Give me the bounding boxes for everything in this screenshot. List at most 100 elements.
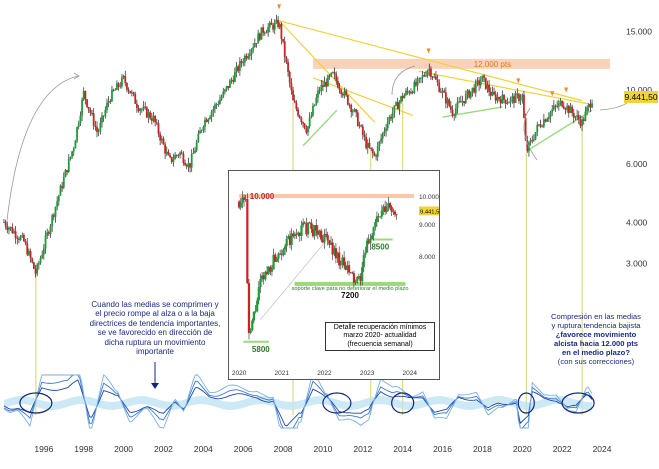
- x-axis-label: 2002: [154, 444, 173, 454]
- candle-body: [406, 90, 409, 92]
- candle-body: [273, 22, 276, 30]
- inset-candle: [388, 201, 392, 210]
- detail-note-line: Detalle recuperación mínimos: [333, 324, 427, 331]
- inset-candle-body: [313, 225, 316, 237]
- candle: [453, 113, 456, 121]
- candle: [388, 115, 391, 125]
- candle-body: [235, 66, 238, 72]
- candle-body: [46, 232, 49, 236]
- inset-candle-body: [283, 246, 287, 250]
- candle: [224, 88, 226, 95]
- candle: [557, 99, 560, 111]
- candle: [390, 113, 392, 121]
- candle: [523, 90, 525, 119]
- candle-body: [149, 112, 152, 119]
- candle-body: [313, 104, 316, 106]
- compression-circle: [322, 392, 352, 414]
- candle: [268, 20, 271, 33]
- candle: [4, 219, 7, 230]
- candle: [215, 102, 218, 109]
- candle-body: [355, 109, 358, 113]
- candle-body: [238, 61, 241, 71]
- inset-candle: [290, 228, 293, 251]
- candle: [152, 111, 155, 123]
- candle: [240, 58, 243, 68]
- candle-body: [582, 119, 585, 121]
- inset-candle: [344, 261, 347, 271]
- candle-body: [42, 248, 45, 255]
- candle: [66, 169, 69, 176]
- candle-body: [76, 126, 78, 141]
- inset-candle: [377, 213, 380, 223]
- x-axis-label: 2024: [593, 444, 612, 454]
- candle: [164, 142, 167, 159]
- candle-body: [552, 105, 555, 110]
- candle-body: [121, 77, 123, 87]
- candle-body: [519, 99, 522, 101]
- inset-candle: [372, 226, 375, 241]
- inset-candle-body: [320, 230, 323, 240]
- candle-body: [591, 103, 593, 108]
- candle-body: [66, 169, 69, 173]
- candle: [381, 132, 384, 144]
- candle: [255, 43, 258, 48]
- candle: [109, 99, 112, 105]
- candle: [297, 107, 299, 118]
- candle: [566, 103, 569, 113]
- candle-body: [112, 89, 115, 91]
- candle-body: [501, 94, 504, 104]
- candle: [245, 53, 248, 61]
- candle: [574, 115, 577, 121]
- candle-body: [557, 102, 560, 107]
- candle: [435, 71, 437, 81]
- inset-candle-body: [343, 257, 346, 266]
- candle-body: [224, 89, 226, 92]
- candle: [469, 91, 472, 100]
- candle: [127, 87, 130, 94]
- candle-body: [464, 94, 467, 104]
- inset-candle-body: [270, 269, 274, 272]
- candle: [119, 82, 122, 89]
- candle: [62, 172, 65, 190]
- candle-body: [64, 169, 67, 178]
- candle-body: [571, 106, 574, 114]
- candle-body: [538, 124, 540, 126]
- candle-body: [229, 80, 231, 88]
- candle: [345, 88, 348, 97]
- candle: [395, 101, 397, 107]
- candle: [263, 31, 266, 36]
- inset-price-label: 9.441,50: [420, 209, 439, 215]
- candle-body: [411, 91, 414, 93]
- candle: [233, 67, 236, 83]
- candle: [107, 96, 110, 108]
- candle-body: [102, 115, 105, 117]
- candle: [49, 223, 52, 238]
- candle-body: [518, 94, 520, 101]
- candle-body: [508, 102, 510, 104]
- inset-candle-body: [390, 206, 393, 212]
- candle: [84, 90, 87, 105]
- candle: [488, 79, 490, 97]
- candle-body: [547, 117, 550, 120]
- inset-level-8500: 8500: [371, 243, 389, 252]
- candle-body: [401, 96, 404, 99]
- candle: [230, 77, 233, 84]
- inset-candle: [269, 265, 272, 276]
- note-arrow-head: [151, 383, 159, 389]
- candle: [212, 105, 215, 117]
- candle-body: [446, 99, 449, 104]
- candle: [317, 86, 319, 103]
- candle-body: [317, 90, 319, 98]
- candle: [516, 88, 519, 99]
- candle: [386, 117, 389, 131]
- inset-candle: [347, 260, 351, 276]
- candle: [496, 91, 499, 104]
- candle-body: [106, 103, 108, 111]
- candle: [222, 87, 225, 99]
- candle-body: [368, 142, 371, 148]
- inset-candle-body: [290, 233, 293, 245]
- candle: [29, 248, 32, 263]
- candle-body: [559, 100, 562, 103]
- candle: [295, 100, 298, 112]
- downtrend-line: [278, 20, 376, 123]
